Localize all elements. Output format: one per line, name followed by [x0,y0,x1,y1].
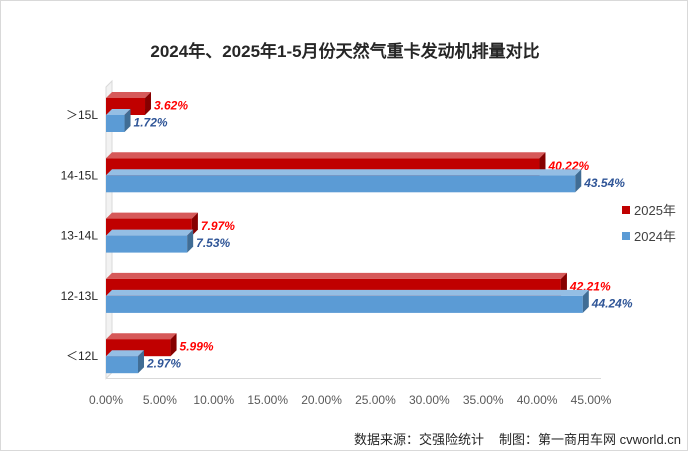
legend-swatch [622,232,630,240]
bar-side-face [145,92,152,115]
x-tick-label: 15.00% [247,393,288,407]
bar-top-face [106,272,567,279]
bar-top-face [106,350,145,357]
bar-top-face [106,109,131,115]
x-tick-label: 45.00% [571,393,612,407]
category-label: 13-14L [61,229,99,243]
chart-title: 2024年、2025年1-5月份天然气重卡发动机排量对比 [150,41,539,61]
x-tick-label: 25.00% [355,393,396,407]
category-label: ＞15L [66,108,98,122]
data-label: 3.62% [154,99,188,113]
data-label: 2.97% [146,357,181,371]
data-label: 44.24% [591,296,633,310]
category-label: ＜12L [66,349,98,363]
bar-2024 [106,289,589,313]
bar-side-face [187,229,194,253]
bar-2024 [106,169,582,193]
credit-note: 制图：第一商用车网 cvworld.cn [499,432,681,447]
bar-top-face [106,152,546,159]
data-label: 5.99% [180,340,214,354]
x-tick-label: 10.00% [193,393,234,407]
bar-front-face [106,115,125,132]
bar-top-face [106,333,177,340]
source-note: 数据来源：交强险统计 [354,432,484,447]
bar-2024 [106,229,194,253]
x-tick-label: 5.00% [143,393,177,407]
x-tick-label: 0.00% [89,393,123,407]
bar-side-face [170,333,177,357]
bar-front-face [106,295,583,313]
data-label: 7.53% [196,236,230,250]
bar-front-face [106,235,188,253]
legend-label: 2025年 [634,203,676,218]
legend-swatch [622,206,630,214]
category-label: 14-15L [61,168,99,182]
plot-area: 0.00% 5.00% 10.00% 15.00% 20.00% 25.00% 30.00%… [61,79,633,407]
bar-side-face [138,350,145,374]
bar-side-face [191,212,198,236]
bar-front-face [106,175,576,193]
bar-side-face [575,169,582,193]
bar-side-face [582,289,589,313]
bar-top-face [106,92,152,98]
bar-front-face [106,356,139,374]
x-tick-label: 30.00% [409,393,450,407]
bar-side-face [124,109,131,132]
x-tick-label: 40.00% [517,393,558,407]
x-tick-label: 20.00% [301,393,342,407]
bar-2024 [106,350,145,374]
category-label: 12-13L [61,289,99,303]
data-label: 1.72% [134,116,168,130]
bar-top-face [106,169,582,176]
bar-2024 [106,109,131,132]
data-label: 43.54% [583,176,625,190]
data-label: 7.97% [201,219,235,233]
bar-top-face [106,229,194,236]
bar-top-face [106,289,589,296]
x-tick-label: 35.00% [463,393,504,407]
legend: 2025年 2024年 [622,203,676,244]
bar-top-face [106,212,198,219]
legend-label: 2024年 [634,229,676,244]
